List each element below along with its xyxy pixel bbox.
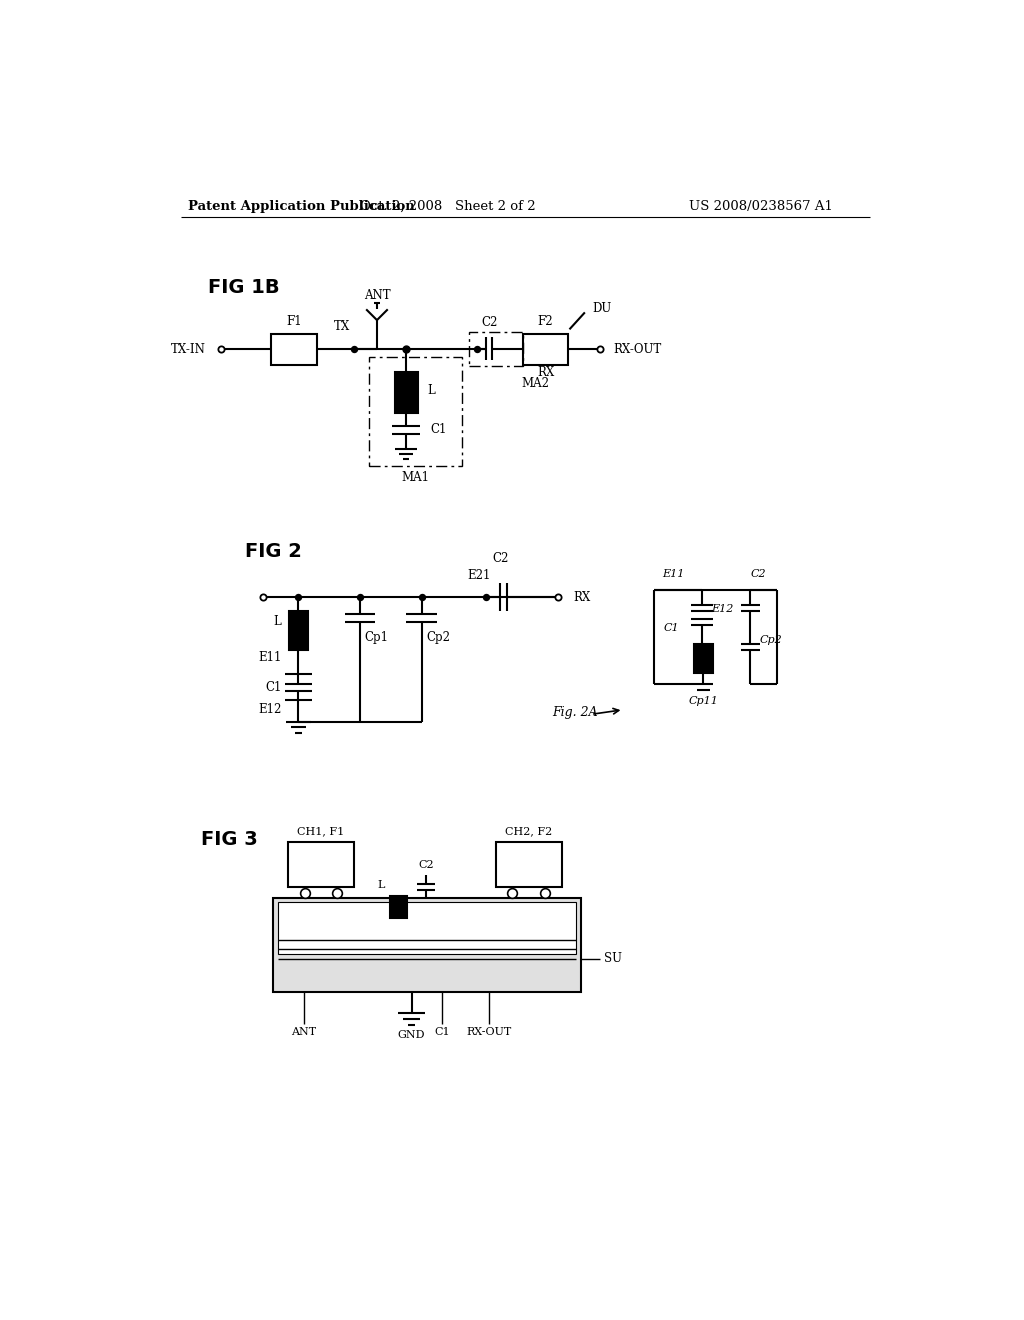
Bar xyxy=(523,334,568,364)
Text: TX: TX xyxy=(334,319,350,333)
Text: E12: E12 xyxy=(711,603,733,614)
Text: MA2: MA2 xyxy=(521,376,550,389)
Text: C2: C2 xyxy=(492,552,508,565)
Text: ANT: ANT xyxy=(291,1027,316,1036)
Text: C1: C1 xyxy=(265,681,282,694)
Text: US 2008/0238567 A1: US 2008/0238567 A1 xyxy=(689,199,833,213)
Bar xyxy=(289,611,307,649)
Bar xyxy=(289,842,354,887)
Text: C2: C2 xyxy=(481,315,498,329)
Text: Patent Application Publication: Patent Application Publication xyxy=(188,199,415,213)
Bar xyxy=(497,842,562,887)
Bar xyxy=(390,896,407,917)
Text: L: L xyxy=(273,615,282,628)
Text: C1: C1 xyxy=(664,623,679,634)
Text: E11: E11 xyxy=(258,651,282,664)
Text: Cp11: Cp11 xyxy=(688,696,719,706)
Text: TX-IN: TX-IN xyxy=(171,343,206,356)
Text: FIG 1B: FIG 1B xyxy=(208,279,280,297)
Text: E11: E11 xyxy=(663,569,685,579)
Text: E21: E21 xyxy=(468,569,492,582)
Text: RX-OUT: RX-OUT xyxy=(466,1027,511,1036)
Bar xyxy=(278,903,577,954)
Text: MA1: MA1 xyxy=(401,471,429,484)
Bar xyxy=(694,644,713,673)
Text: RX: RX xyxy=(537,366,554,379)
Text: E12: E12 xyxy=(258,704,282,717)
Bar xyxy=(469,331,523,367)
Text: C2: C2 xyxy=(751,569,766,579)
Text: CH1, F1: CH1, F1 xyxy=(297,826,344,837)
Bar xyxy=(270,334,316,364)
Text: Fig. 2A: Fig. 2A xyxy=(553,706,598,719)
Text: DU: DU xyxy=(593,302,611,315)
Text: FIG 2: FIG 2 xyxy=(245,541,301,561)
Text: FIG 3: FIG 3 xyxy=(202,830,258,849)
Bar xyxy=(394,372,418,412)
Bar xyxy=(273,898,581,991)
Text: CH2, F2: CH2, F2 xyxy=(505,826,552,837)
Text: C1: C1 xyxy=(431,422,447,436)
Text: ANT: ANT xyxy=(364,289,390,302)
Text: SU: SU xyxy=(604,952,623,965)
Text: F1: F1 xyxy=(286,315,302,329)
Bar xyxy=(370,358,462,466)
Text: C1: C1 xyxy=(434,1027,451,1036)
Text: RX-OUT: RX-OUT xyxy=(613,343,662,356)
Text: L: L xyxy=(427,384,435,397)
Text: Cp1: Cp1 xyxy=(365,631,389,644)
Text: Cp2: Cp2 xyxy=(760,635,782,644)
Text: Oct. 2, 2008   Sheet 2 of 2: Oct. 2, 2008 Sheet 2 of 2 xyxy=(360,199,536,213)
Text: F2: F2 xyxy=(538,315,553,329)
Text: RX: RX xyxy=(573,591,591,603)
Text: GND: GND xyxy=(398,1030,425,1040)
Text: Cp2: Cp2 xyxy=(426,631,451,644)
Text: L: L xyxy=(377,880,384,890)
Text: C2: C2 xyxy=(419,861,434,870)
